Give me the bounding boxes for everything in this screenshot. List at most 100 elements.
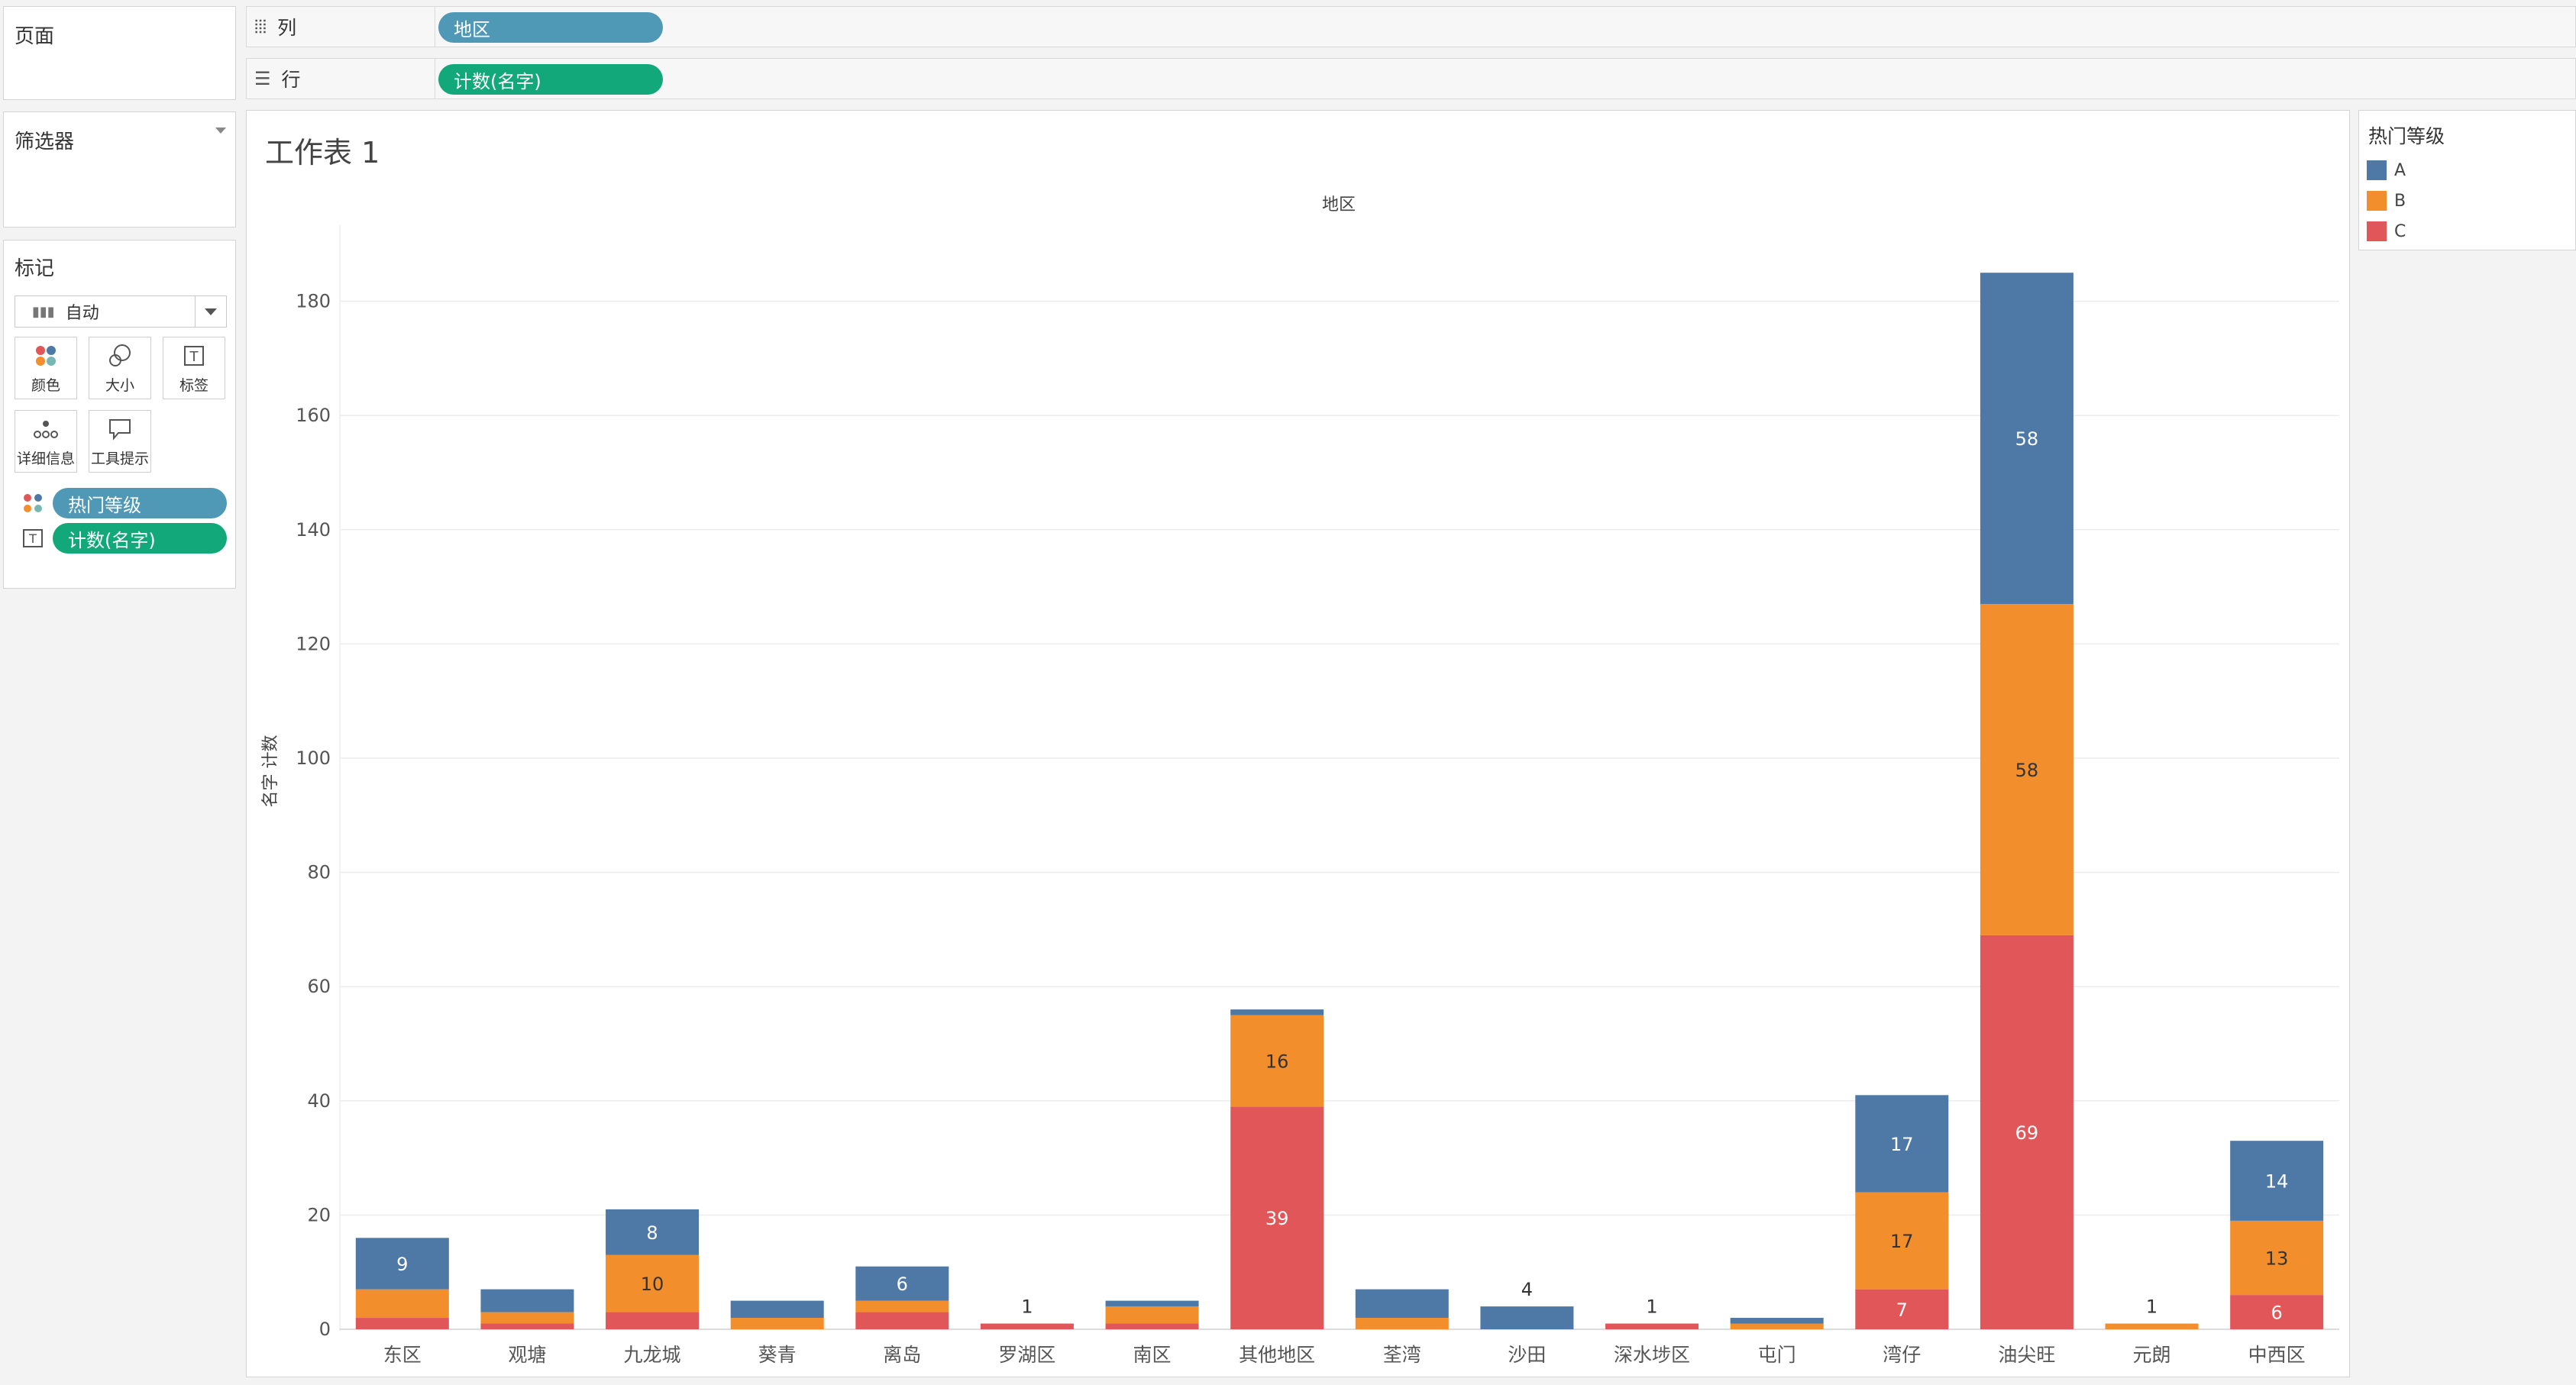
rows-icon: ☰ <box>254 68 271 89</box>
data-label: 16 <box>1265 1051 1289 1072</box>
bar-segment-a[interactable] <box>1980 273 2073 605</box>
bar-segment-b[interactable] <box>1855 1192 1949 1290</box>
legend-label-c: C <box>2394 221 2406 241</box>
bar-segment-b[interactable] <box>1730 1323 1824 1329</box>
bar-segment-c[interactable] <box>1230 1106 1324 1329</box>
bar-segment-b[interactable] <box>855 1300 949 1312</box>
data-label: 14 <box>2265 1171 2289 1193</box>
legend-swatch-b <box>2367 191 2387 211</box>
bar-segment-b[interactable] <box>730 1318 824 1329</box>
bar-segment-a[interactable] <box>355 1238 449 1290</box>
y-tick-label: 160 <box>296 405 331 426</box>
worksheet-view[interactable]: 工作表 1 地区 名字 计数 9 10 8 6 1 39 16 4 1 7 17 17 69 58 58 1 6… <box>246 110 2350 1377</box>
data-label: 69 <box>2015 1122 2039 1144</box>
legend-item-a[interactable]: A <box>2367 158 2406 182</box>
bar-segment-b[interactable] <box>1230 1015 1324 1107</box>
x-tick-label: 沙田 <box>1508 1344 1546 1366</box>
data-label: 9 <box>396 1254 408 1275</box>
bar-segment-b[interactable] <box>1105 1306 1199 1324</box>
bar-segment-c[interactable] <box>2230 1295 2324 1329</box>
text-label-icon: T <box>183 342 205 370</box>
text-label-icon: T <box>22 528 44 549</box>
pages-panel-title: 页面 <box>15 25 55 48</box>
bar-segment-a[interactable] <box>1105 1300 1199 1307</box>
bar-segment-c[interactable] <box>980 1323 1074 1329</box>
legend-item-b[interactable]: B <box>2367 189 2406 213</box>
bar-segment-a[interactable] <box>855 1266 949 1301</box>
color-dots-icon <box>22 492 44 514</box>
x-tick-label: 葵青 <box>758 1344 797 1366</box>
bar-segment-b[interactable] <box>606 1254 700 1312</box>
color-legend[interactable]: 热门等级 A B C <box>2358 110 2576 250</box>
x-tick-label: 离岛 <box>883 1344 921 1366</box>
bar-segment-a[interactable] <box>1230 1009 1324 1015</box>
size-button[interactable]: 大小 <box>89 337 151 399</box>
rows-shelf-drop-area[interactable]: 计数(名字) <box>435 59 2575 98</box>
y-axis-title: 名字 计数 <box>261 735 280 808</box>
bar-segment-b[interactable] <box>1980 604 2073 935</box>
columns-shelf-label-wrap: ⦙⦙⦙ 列 <box>254 7 296 47</box>
bar-segment-b[interactable] <box>2230 1220 2324 1296</box>
bar-segment-a[interactable] <box>1355 1289 1449 1319</box>
color-dots-icon <box>34 342 57 370</box>
legend-label-b: B <box>2394 191 2406 211</box>
pages-panel[interactable]: 页面 <box>3 6 236 100</box>
y-tick-label: 180 <box>296 291 331 312</box>
data-label: 17 <box>1890 1231 1914 1252</box>
color-field-pill[interactable]: 热门等级 <box>53 488 227 518</box>
bar-segment-a[interactable] <box>606 1209 700 1255</box>
y-tick-label: 0 <box>319 1319 331 1340</box>
columns-pill[interactable]: 地区 <box>438 12 663 43</box>
y-tick-label: 120 <box>296 633 331 654</box>
marks-panel[interactable]: 标记 ▮▮▮ 自动 颜色 大小 T 标签 详细信息 工具提示 <box>3 240 236 589</box>
x-tick-label: 屯门 <box>1758 1344 1796 1366</box>
mark-type-dropdown[interactable]: ▮▮▮ 自动 <box>15 295 227 328</box>
color-button[interactable]: 颜色 <box>15 337 77 399</box>
legend-item-c[interactable]: C <box>2367 219 2406 244</box>
bar-segment-a[interactable] <box>480 1289 574 1312</box>
bar-segment-a[interactable] <box>730 1300 824 1319</box>
bar-segment-b[interactable] <box>480 1312 574 1324</box>
color-field-row[interactable]: 热门等级 <box>15 486 227 520</box>
bar-segment-c[interactable] <box>855 1312 949 1329</box>
x-tick-label: 中西区 <box>2248 1344 2306 1366</box>
bar-segment-a[interactable] <box>2230 1141 2324 1221</box>
data-label: 13 <box>2265 1248 2289 1270</box>
bar-segment-b[interactable] <box>1355 1318 1449 1329</box>
rows-shelf[interactable]: ☰ 行 计数(名字) <box>246 58 2576 99</box>
svg-text:T: T <box>189 349 199 365</box>
data-label: 58 <box>2015 760 2039 781</box>
label-field-pill[interactable]: 计数(名字) <box>53 523 227 554</box>
tooltip-button[interactable]: 工具提示 <box>89 410 151 473</box>
bar-chart-icon: ▮▮▮ <box>32 303 55 320</box>
x-tick-label: 荃湾 <box>1383 1344 1421 1366</box>
label-field-row[interactable]: T 计数(名字) <box>15 521 227 555</box>
worksheet-title: 工作表 1 <box>265 136 380 169</box>
bar-segment-b[interactable] <box>2105 1323 2199 1329</box>
columns-shelf[interactable]: ⦙⦙⦙ 列 地区 <box>246 6 2576 47</box>
data-label: 1 <box>1646 1296 1657 1318</box>
x-tick-label: 罗湖区 <box>998 1344 1055 1366</box>
bar-segment-b[interactable] <box>355 1289 449 1319</box>
columns-shelf-drop-area[interactable]: 地区 <box>435 7 2575 47</box>
bar-segment-a[interactable] <box>1480 1306 1574 1329</box>
x-tick-label: 湾仔 <box>1883 1344 1921 1366</box>
bar-segment-c[interactable] <box>480 1323 574 1329</box>
x-tick-label: 元朗 <box>2133 1344 2171 1366</box>
bar-segment-c[interactable] <box>1105 1323 1199 1329</box>
filters-panel[interactable]: 筛选器 <box>3 111 236 228</box>
bar-segment-c[interactable] <box>1855 1289 1949 1329</box>
bar-segment-c[interactable] <box>355 1318 449 1329</box>
bar-segment-a[interactable] <box>1855 1095 1949 1193</box>
label-button[interactable]: T 标签 <box>163 337 225 399</box>
bar-segment-c[interactable] <box>606 1312 700 1329</box>
bar-segment-c[interactable] <box>1980 935 2073 1329</box>
chevron-down-icon[interactable] <box>195 296 226 327</box>
data-label: 1 <box>1021 1296 1033 1318</box>
filters-menu-chevron-icon[interactable] <box>215 128 226 134</box>
detail-button[interactable]: 详细信息 <box>15 410 77 473</box>
rows-pill[interactable]: 计数(名字) <box>438 64 663 95</box>
bar-segment-a[interactable] <box>1730 1318 1824 1324</box>
bar-segment-c[interactable] <box>1605 1323 1699 1329</box>
